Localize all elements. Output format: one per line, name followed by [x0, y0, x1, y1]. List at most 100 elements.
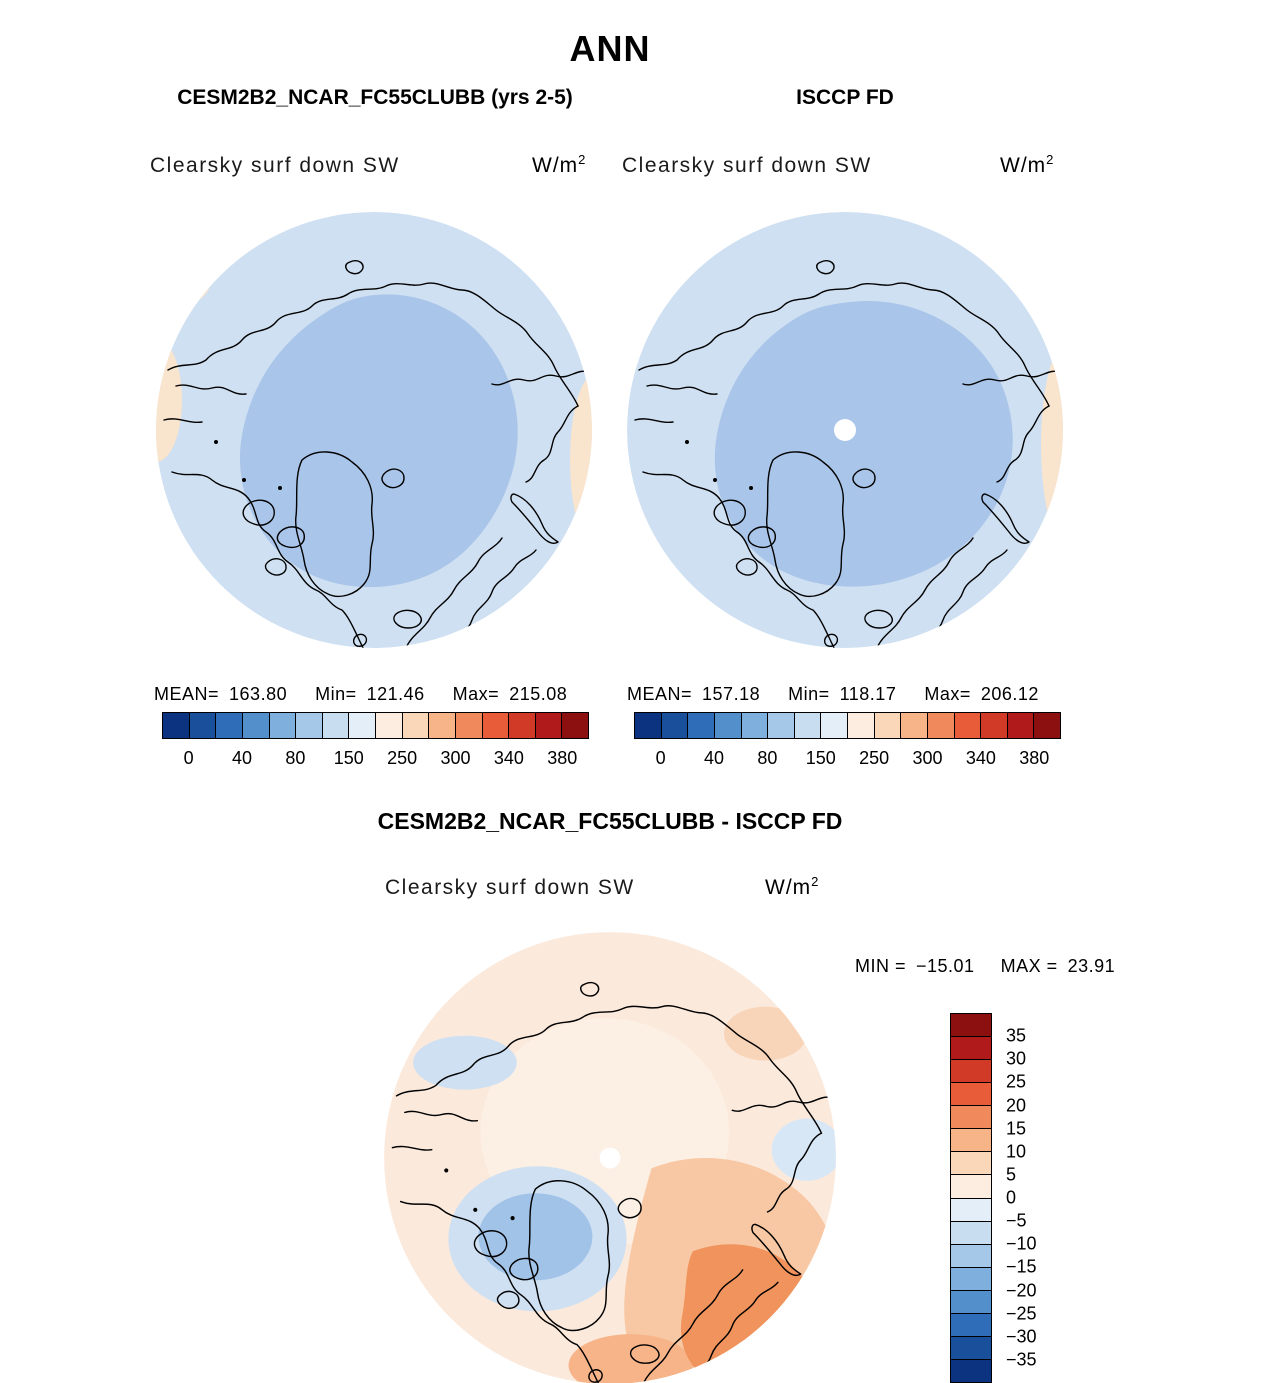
colorbar-cell [740, 712, 769, 739]
colorbar-tick-label: 340 [493, 748, 524, 768]
colorbar-cell [950, 1312, 992, 1337]
diff-map [384, 932, 836, 1383]
colorbar-tick-label: 80 [757, 748, 778, 768]
diff-minmax: MIN = −15.01 MAX = 23.91 [855, 956, 1115, 977]
colorbar-cell [188, 712, 217, 739]
diff-colorbar-label: −10 [1006, 1233, 1037, 1254]
colorbar-cell [950, 1266, 992, 1291]
obs-field-label: Clearsky surf down SW [622, 154, 872, 177]
model-map-low-value-region [239, 294, 518, 588]
diff-colorbar-label: −5 [1006, 1210, 1027, 1231]
colorbar-cell [950, 1174, 992, 1199]
colorbar-tick-label: 0 [655, 748, 666, 768]
model-colorbar [162, 712, 589, 739]
diff-colorbar-label: 0 [1006, 1187, 1017, 1208]
obs-map-low-value-region [714, 300, 1013, 587]
model-min-label: Min= [315, 684, 357, 704]
colorbar-cell [847, 712, 875, 739]
model-field-label: Clearsky surf down SW [150, 154, 400, 177]
model-colorbar-ticks: 0 40 80 150 250 300 340 380 [162, 748, 589, 770]
model-units-exponent: 2 [578, 152, 587, 167]
colorbar-cell [687, 712, 715, 739]
diff-colorbar-label: 35 [1006, 1025, 1027, 1046]
colorbar-cell [820, 712, 848, 739]
colorbar-cell [401, 712, 430, 739]
colorbar-tick-label: 250 [859, 748, 890, 768]
colorbar-cell [660, 712, 689, 739]
colorbar-cell [767, 712, 795, 739]
colorbar-cell [950, 1151, 992, 1176]
diff-colorbar [950, 1013, 992, 1383]
colorbar-tick-label: 150 [333, 748, 364, 768]
obs-max-value: 206.12 [980, 684, 1039, 704]
colorbar-cell [508, 712, 536, 739]
diff-units-base: W/m [765, 876, 812, 899]
diff-colorbar-label: −35 [1006, 1349, 1037, 1370]
colorbar-cell [950, 1128, 992, 1153]
colorbar-cell [950, 1358, 992, 1383]
colorbar-cell [215, 712, 243, 739]
colorbar-cell [321, 712, 350, 739]
diff-colorbar-label: 15 [1006, 1118, 1027, 1139]
colorbar-cell [950, 1036, 992, 1061]
colorbar-cell [950, 1289, 992, 1314]
diff-min-value: −15.01 [916, 956, 975, 976]
colorbar-tick-label: 380 [547, 748, 578, 768]
model-units-base: W/m [532, 154, 579, 177]
model-mean-label: MEAN= [154, 684, 220, 704]
colorbar-cell [534, 712, 563, 739]
diff-field-label: Clearsky surf down SW [385, 876, 635, 899]
diff-colorbar-label: 30 [1006, 1048, 1027, 1069]
diff-max-label: MAX = [1000, 956, 1058, 976]
colorbar-cell [561, 712, 589, 739]
diff-colorbar-label: 25 [1006, 1071, 1027, 1092]
diff-map-pole-hole [599, 1147, 621, 1169]
colorbar-tick-label: 300 [440, 748, 471, 768]
colorbar-cell [950, 1243, 992, 1268]
colorbar-tick-label: 250 [387, 748, 418, 768]
obs-max-label: Max= [924, 684, 971, 704]
colorbar-cell [950, 1197, 992, 1222]
colorbar-cell [950, 1082, 992, 1107]
colorbar-cell [793, 712, 822, 739]
diff-colorbar-label: −20 [1006, 1280, 1037, 1300]
diff-colorbar-label: 20 [1006, 1095, 1027, 1115]
colorbar-cell [926, 712, 955, 739]
colorbar-cell [375, 712, 403, 739]
colorbar-tick-label: 150 [805, 748, 836, 768]
page-title: ANN [569, 28, 651, 69]
diff-colorbar-label: −30 [1006, 1326, 1037, 1347]
obs-map-warm-edge-topleft [633, 256, 681, 296]
colorbar-cell [634, 712, 662, 739]
diff-map-cool-core-greenland [478, 1193, 593, 1281]
diff-colorbar-labels: 35 30 25 20 15 10 5 0 −5 −10 −15 −20 −25 −30 −35 [996, 1013, 1066, 1383]
diff-min-label: MIN = [855, 956, 907, 976]
colorbar-cell [953, 712, 982, 739]
colorbar-cell [873, 712, 902, 739]
colorbar-cell [950, 1105, 992, 1130]
colorbar-cell [980, 712, 1008, 739]
model-map [156, 212, 592, 648]
colorbar-cell [713, 712, 742, 739]
colorbar-cell [348, 712, 376, 739]
model-panel-title: CESM2B2_NCAR_FC55CLUBB (yrs 2-5) [177, 86, 573, 109]
obs-panel-title: ISCCP FD [796, 86, 894, 109]
diff-panel-title: CESM2B2_NCAR_FC55CLUBB - ISCCP FD [377, 808, 843, 834]
colorbar-cell [1033, 712, 1061, 739]
obs-map [627, 212, 1063, 648]
diff-map-warm-patch-topright [724, 1006, 807, 1061]
obs-colorbar-ticks: 0 40 80 150 250 300 340 380 [634, 748, 1061, 770]
colorbar-cell [295, 712, 323, 739]
colorbar-cell [950, 1220, 992, 1245]
obs-colorbar [634, 712, 1061, 739]
obs-map-pole-hole [834, 419, 856, 441]
colorbar-cell [268, 712, 297, 739]
colorbar-cell [428, 712, 456, 739]
colorbar-tick-label: 40 [232, 748, 253, 768]
diff-colorbar-label: −15 [1006, 1256, 1037, 1277]
colorbar-cell [950, 1013, 992, 1038]
colorbar-cell [900, 712, 928, 739]
model-max-value: 215.08 [509, 684, 568, 704]
model-units-label: W/m2 [532, 152, 586, 178]
